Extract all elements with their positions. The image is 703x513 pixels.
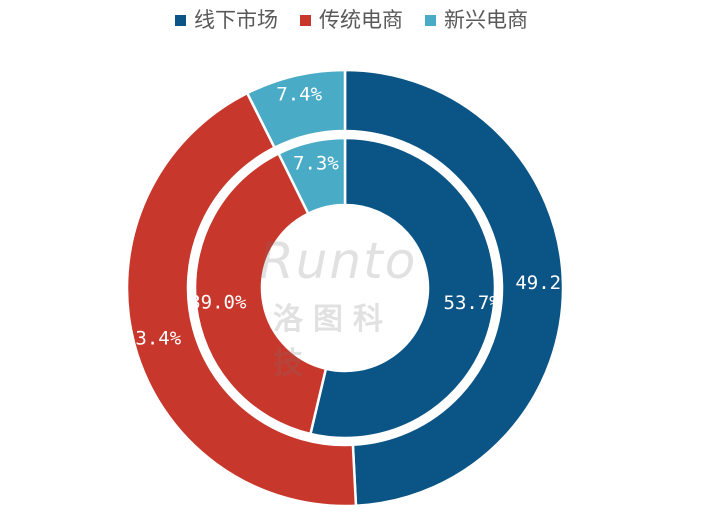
legend-item: 新兴电商 bbox=[425, 7, 528, 32]
legend-label: 传统电商 bbox=[319, 7, 403, 32]
outer-ring-slice bbox=[245, 68, 347, 150]
chart-legend: 线下市场 传统电商 新兴电商 bbox=[0, 6, 703, 34]
legend-swatch bbox=[175, 14, 186, 26]
legend-swatch bbox=[300, 14, 311, 26]
outer-ring-data-label: 49.2% bbox=[515, 272, 573, 294]
inner-ring-slice bbox=[276, 136, 347, 216]
outer-ring-slice bbox=[343, 68, 565, 508]
outer-ring-data-label: 7.4% bbox=[276, 83, 322, 105]
inner-ring-data-label: 39.0% bbox=[189, 291, 247, 313]
legend-item: 传统电商 bbox=[300, 7, 403, 32]
legend-label: 线下市场 bbox=[194, 7, 278, 32]
legend-item: 线下市场 bbox=[175, 7, 278, 32]
legend-label: 新兴电商 bbox=[444, 7, 528, 32]
inner-ring-data-label: 53.7% bbox=[444, 292, 502, 314]
outer-ring-data-label: 43.4% bbox=[124, 328, 182, 350]
outer-ring-slice bbox=[125, 91, 358, 508]
inner-ring-data-label: 7.3% bbox=[293, 152, 339, 174]
inner-ring-slice bbox=[308, 136, 497, 440]
legend-swatch bbox=[425, 14, 436, 26]
inner-ring-slice bbox=[193, 151, 328, 436]
